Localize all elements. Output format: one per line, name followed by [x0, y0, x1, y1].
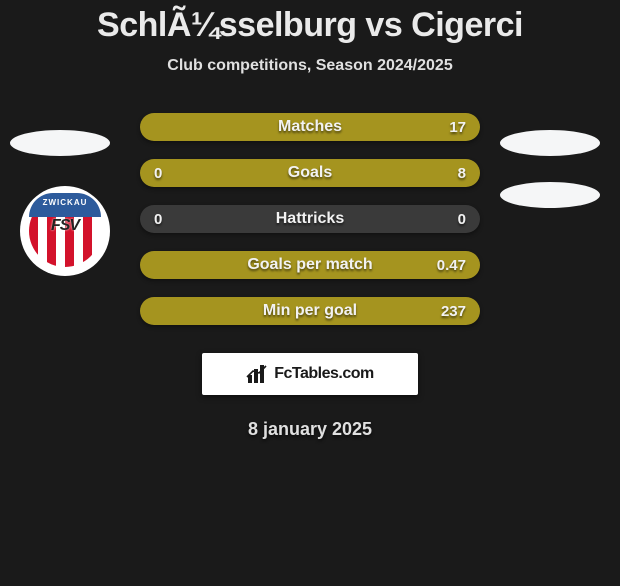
club-logo-left: ZWICKAU FSV — [20, 186, 110, 276]
stat-pill: 0 Hattricks 0 — [140, 205, 480, 233]
club-badge-stripes: ZWICKAU FSV — [29, 195, 101, 267]
player-photo-left-placeholder — [10, 130, 110, 156]
club-badge-arc-text: ZWICKAU — [29, 193, 101, 217]
player-photo-right-placeholder — [500, 130, 600, 156]
stat-value-right: 237 — [441, 303, 466, 320]
stat-pill: 0 Goals 8 — [140, 159, 480, 187]
stat-label: Matches — [278, 118, 342, 136]
stat-label: Hattricks — [276, 210, 344, 228]
stat-value-left: 0 — [154, 211, 162, 228]
stat-label: Goals — [288, 164, 332, 182]
stat-value-left: 0 — [154, 165, 162, 182]
stat-label: Min per goal — [263, 302, 357, 320]
club-logo-right-placeholder — [500, 182, 600, 208]
stat-pill: Matches 17 — [140, 113, 480, 141]
stats-list: Matches 17 0 Goals 8 0 Hattricks 0 Goals per mat… — [140, 113, 480, 325]
page-title: SchlÃ¼sselburg vs Cigerci — [0, 6, 620, 45]
stat-label: Goals per match — [247, 256, 372, 274]
bar-chart-icon — [246, 363, 268, 385]
stat-value-right: 0.47 — [437, 257, 466, 274]
stat-pill: Goals per match 0.47 — [140, 251, 480, 279]
stat-value-right: 0 — [458, 211, 466, 228]
watermark-card[interactable]: FcTables.com — [202, 353, 418, 395]
club-badge-initials: FSV — [51, 217, 79, 235]
stat-value-right: 17 — [449, 119, 466, 136]
watermark-text: FcTables.com — [274, 365, 374, 383]
update-date: 8 january 2025 — [0, 419, 620, 440]
subtitle: Club competitions, Season 2024/2025 — [0, 57, 620, 75]
stat-pill: Min per goal 237 — [140, 297, 480, 325]
stat-value-right: 8 — [458, 165, 466, 182]
